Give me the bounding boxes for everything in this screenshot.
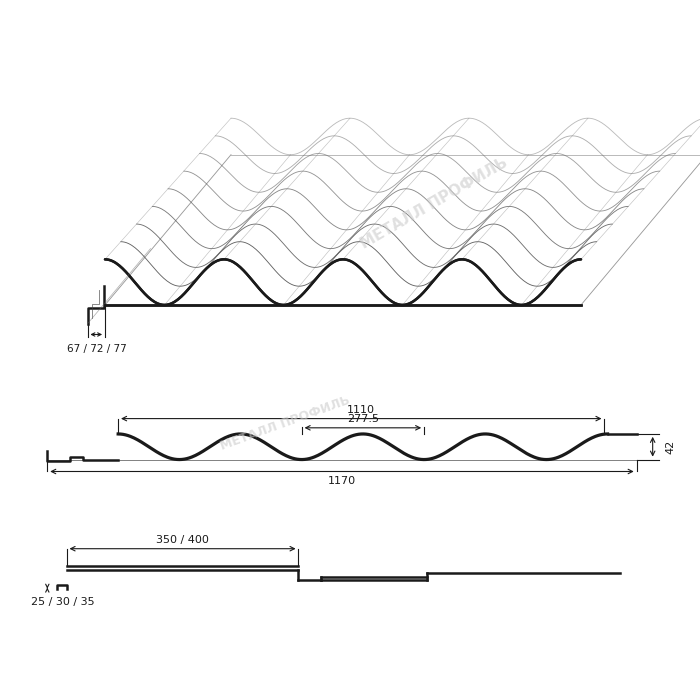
Text: МЕТАЛЛ ПРОФИЛЬ: МЕТАЛЛ ПРОФИЛЬ <box>358 155 510 251</box>
Text: 25 / 30 / 35: 25 / 30 / 35 <box>32 596 94 607</box>
Text: 1170: 1170 <box>328 475 356 486</box>
Text: 67 / 72 / 77: 67 / 72 / 77 <box>66 344 127 354</box>
Text: 42: 42 <box>666 440 675 454</box>
Text: 350 / 400: 350 / 400 <box>156 535 209 545</box>
Text: 1110: 1110 <box>347 405 375 415</box>
Text: 277.5: 277.5 <box>347 414 379 424</box>
Text: МЕТАЛЛ ПРОФИЛЬ: МЕТАЛЛ ПРОФИЛЬ <box>219 394 352 454</box>
